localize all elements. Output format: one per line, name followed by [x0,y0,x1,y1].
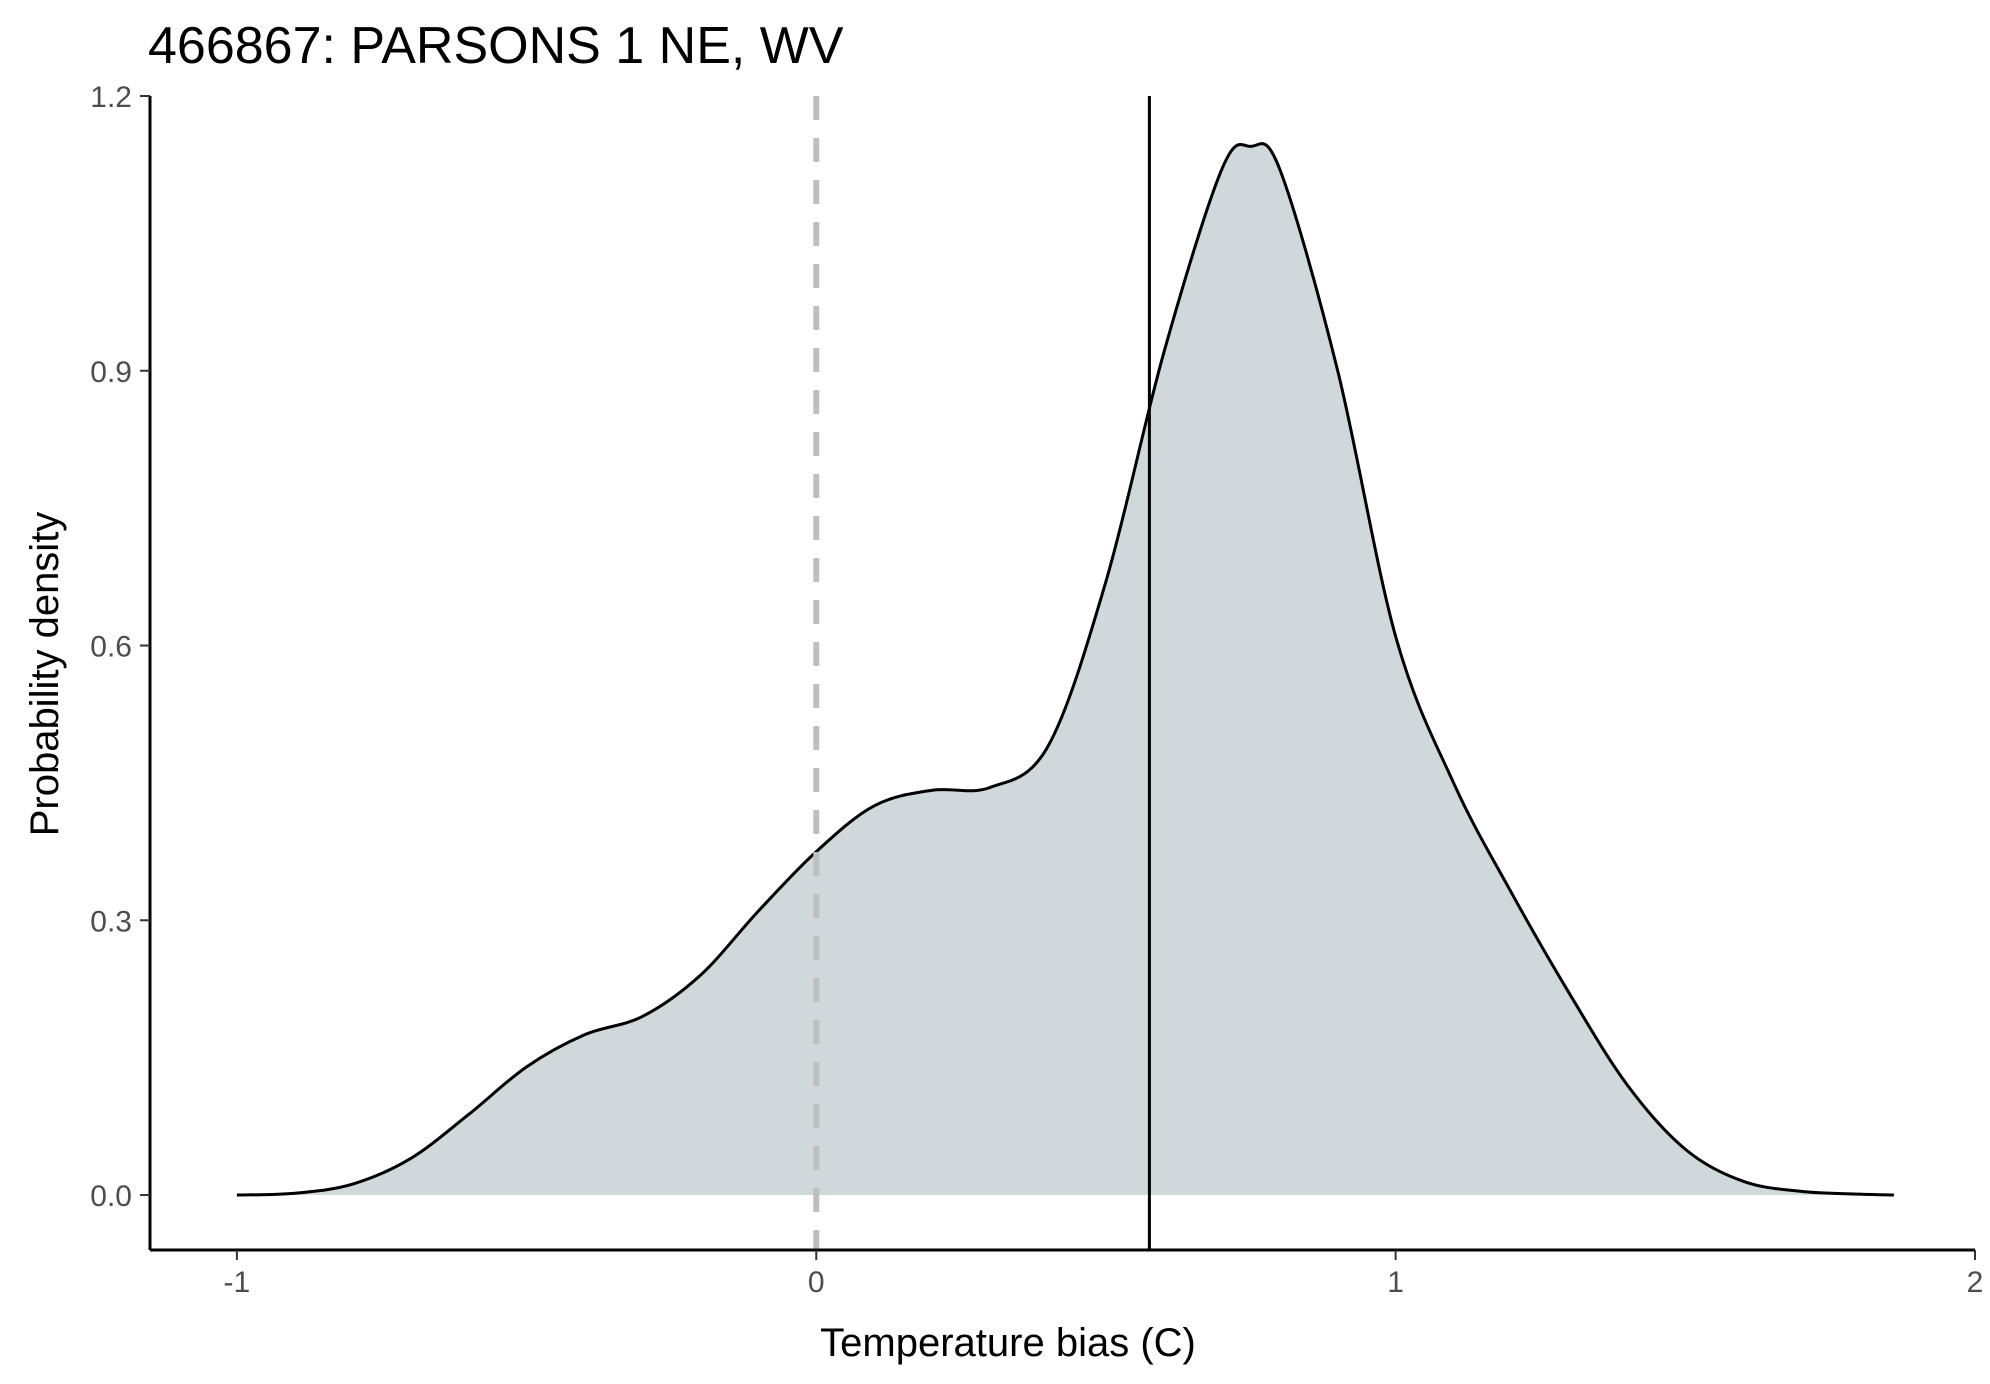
chart-title: 466867: PARSONS 1 NE, WV [148,17,844,75]
y-tick-label: 0.3 [90,905,132,938]
x-tick-label: -1 [224,1266,251,1299]
y-tick-label: 0.0 [90,1180,132,1213]
y-axis-ticks: 0.0 0.3 0.6 0.9 1.2 [90,81,150,1213]
density-area [236,143,1894,1196]
x-tick-label: 1 [1387,1266,1404,1299]
x-tick-label: 0 [808,1266,825,1299]
x-axis-ticks: -1 0 1 2 [224,1250,1984,1299]
y-axis-title: Probability density [23,512,67,837]
x-axis-title: Temperature bias (C) [820,1321,1196,1365]
y-tick-label: 0.6 [90,631,132,664]
density-curve [236,142,1894,1197]
y-tick-label: 0.9 [90,356,132,389]
x-tick-label: 2 [1967,1266,1984,1299]
y-tick-label: 1.2 [90,81,132,114]
